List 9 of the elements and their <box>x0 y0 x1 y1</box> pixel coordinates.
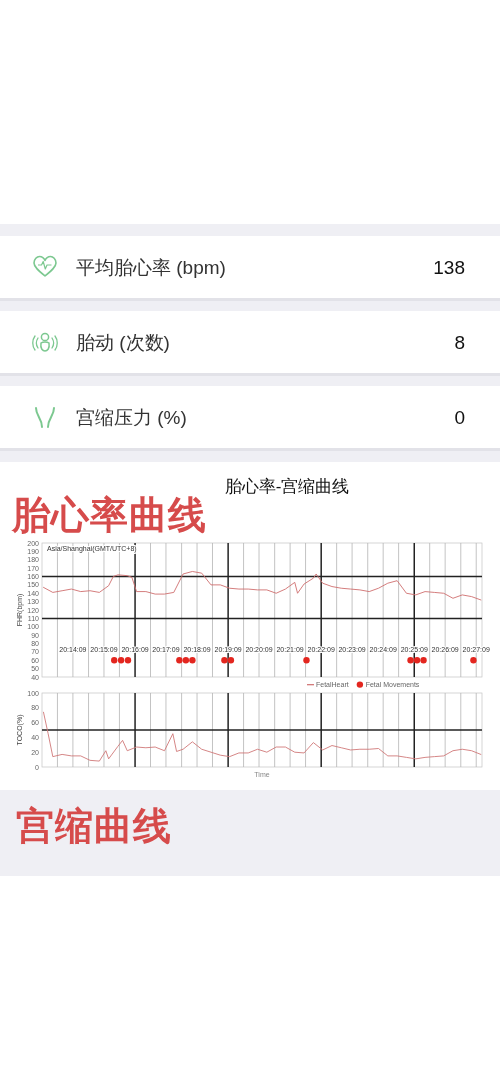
data-label: 8 <box>454 332 465 353</box>
annotation: 宫缩曲线 <box>16 805 172 847</box>
category-label: 平均胎心率 (bpm) <box>76 257 226 278</box>
category-label: 胎动 (次数) <box>76 332 170 353</box>
chart-title: 胎心率-宫缩曲线 <box>224 477 350 496</box>
annotation: 胎心率曲线 <box>12 494 207 536</box>
data-label: 138 <box>433 257 465 278</box>
category-label: 宫缩压力 (%) <box>76 407 187 428</box>
data-label: 0 <box>454 407 465 428</box>
